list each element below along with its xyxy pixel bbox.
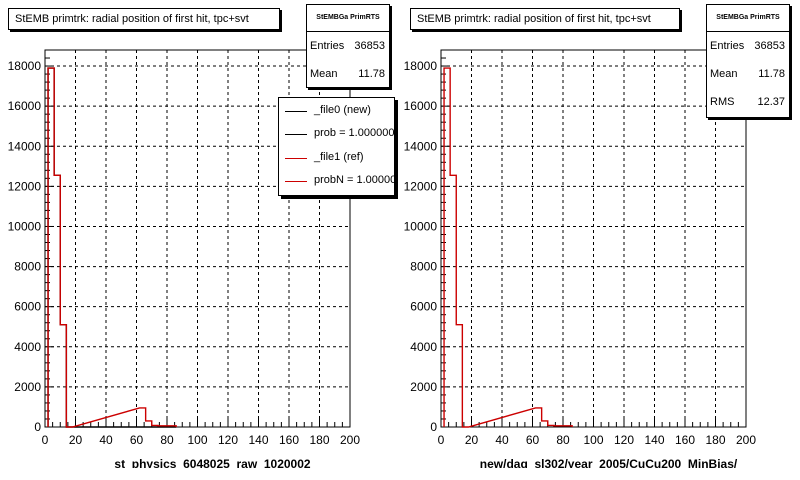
stats-rms-value: 12.37 xyxy=(757,96,785,108)
x-tick-label: 20 xyxy=(465,433,479,447)
y-tick-label: 6000 xyxy=(14,300,41,314)
y-tick-label: 18000 xyxy=(8,59,42,73)
histogram-series-line xyxy=(47,67,177,428)
histogram-panel-right: 0 20 40 60 80 100 120 140 160 180 200 0 2000 4000 6000… xyxy=(396,0,791,471)
y-tick-label: 16000 xyxy=(404,99,438,113)
x-tick-label: 180 xyxy=(309,433,329,447)
stats-entries-value: 36853 xyxy=(754,40,785,52)
stats-entries-right: Entries 36853 xyxy=(707,32,789,60)
x-axis-label: st_physics_6048025_raw_1020002 xyxy=(114,457,310,468)
x-tick-label: 160 xyxy=(675,433,695,447)
y-tick-label: 4000 xyxy=(410,340,437,354)
plot-title-text-right: StEMB primtrk: radial position of first … xyxy=(417,13,651,25)
x-axis-label: new/daq_sl302/year_2005/CuCu200_MinBias/ xyxy=(480,457,738,468)
stats-entries-left: Entries 36853 xyxy=(307,32,389,60)
legend-entry-file0: _file0 (new) xyxy=(279,100,394,122)
x-tick-label: 100 xyxy=(187,433,207,447)
y-tick-label: 18000 xyxy=(404,59,438,73)
stats-box-right: StEMBGa PrimRTS Entries 36853 Mean 11.78… xyxy=(706,4,790,118)
x-tick-label: 80 xyxy=(160,433,174,447)
histogram-bin xyxy=(54,175,60,427)
legend-label-probn: probN = 1.000000 xyxy=(314,174,395,186)
x-tick-label: 0 xyxy=(42,433,49,447)
legend-box: _file0 (new) prob = 1.000000 _file1 (ref… xyxy=(278,97,395,196)
stats-rms-right: RMS 12.37 xyxy=(707,88,789,116)
y-tick-label: 0 xyxy=(430,420,437,434)
stats-mean-value: 11.78 xyxy=(758,68,785,80)
y-tick-label: 4000 xyxy=(14,340,41,354)
y-tick-label: 12000 xyxy=(404,179,438,193)
stats-rms-label: RMS xyxy=(710,96,735,108)
x-tick-label: 40 xyxy=(495,433,509,447)
histogram-bin xyxy=(60,325,66,427)
x-tick-label: 180 xyxy=(705,433,725,447)
legend-label-file0: _file0 (new) xyxy=(314,104,371,116)
x-tick-label: 80 xyxy=(556,433,570,447)
stats-name-right: StEMBGa PrimRTS xyxy=(707,5,789,32)
y-tick-label: 2000 xyxy=(14,380,41,394)
legend-entry-prob: prob = 1.000000 xyxy=(279,123,395,145)
x-tick-label: 100 xyxy=(583,433,603,447)
stats-mean-right: Mean 11.78 xyxy=(707,60,789,88)
histogram-bin xyxy=(450,175,456,427)
stats-box-left: StEMBGa PrimRTS Entries 36853 Mean 11.78 xyxy=(306,4,390,88)
stats-mean-label: Mean xyxy=(310,68,338,80)
x-tick-label: 140 xyxy=(248,433,268,447)
plot-title-text-left: StEMB primtrk: radial position of first … xyxy=(15,13,249,25)
y-tick-label: 14000 xyxy=(404,139,438,153)
x-tick-label: 60 xyxy=(526,433,540,447)
plot-title-left: StEMB primtrk: radial position of first … xyxy=(8,8,280,30)
histogram-bin xyxy=(140,408,146,427)
y-tick-label: 8000 xyxy=(410,260,437,274)
y-tick-label: 14000 xyxy=(8,139,42,153)
legend-line-red xyxy=(285,158,307,159)
stats-entries-value: 36853 xyxy=(354,40,385,52)
histogram-bin xyxy=(456,325,462,427)
histogram-bin xyxy=(60,325,66,427)
y-tick-label: 2000 xyxy=(410,380,437,394)
stats-mean-label: Mean xyxy=(710,68,738,80)
stats-entries-label: Entries xyxy=(310,40,345,52)
x-tick-label: 120 xyxy=(614,433,634,447)
x-tick-label: 60 xyxy=(130,433,144,447)
histogram-bin xyxy=(536,408,542,427)
y-tick-label: 8000 xyxy=(14,260,41,274)
legend-entry-file1: _file1 (ref) xyxy=(279,147,394,169)
legend-line-black xyxy=(285,111,307,112)
plot-title-right: StEMB primtrk: radial position of first … xyxy=(410,8,680,30)
x-tick-label: 140 xyxy=(644,433,664,447)
histogram-plot-right: 0 20 40 60 80 100 120 140 160 180 2000200040006000… xyxy=(404,49,756,471)
legend-line-red xyxy=(285,181,307,182)
x-tick-label: 200 xyxy=(736,433,756,447)
histogram-bin xyxy=(542,421,548,427)
histogram-bin xyxy=(146,421,152,427)
legend-label-file1: _file1 (ref) xyxy=(314,151,364,163)
stats-name-left: StEMBGa PrimRTS xyxy=(307,5,389,32)
stats-mean-left: Mean 11.78 xyxy=(307,60,389,88)
y-tick-label: 12000 xyxy=(8,179,42,193)
histogram-series-line xyxy=(47,67,177,428)
y-tick-label: 10000 xyxy=(8,219,42,233)
x-tick-label: 20 xyxy=(69,433,83,447)
y-tick-label: 6000 xyxy=(410,300,437,314)
y-tick-label: 0 xyxy=(34,420,41,434)
x-tick-label: 0 xyxy=(438,433,445,447)
y-tick-label: 10000 xyxy=(404,219,438,233)
histogram-panel-left: 0 20 40 60 80 100 120 140 160 180 200 0 2000 4000 6000… xyxy=(0,0,395,471)
stats-entries-label: Entries xyxy=(710,40,745,52)
histogram-series-line xyxy=(443,67,573,428)
y-tick-label: 16000 xyxy=(8,99,42,113)
legend-label-prob: prob = 1.000000 xyxy=(314,127,395,139)
x-tick-label: 160 xyxy=(279,433,299,447)
x-tick-label: 40 xyxy=(99,433,113,447)
x-tick-label: 120 xyxy=(218,433,238,447)
legend-entry-probn: probN = 1.000000 xyxy=(279,170,395,192)
stats-mean-value: 11.78 xyxy=(358,68,385,80)
histogram-bin xyxy=(54,175,60,427)
histogram-plot-left: 0 20 40 60 80 100 120 140 160 180 2000200040006000… xyxy=(8,49,360,471)
x-tick-label: 200 xyxy=(340,433,360,447)
legend-line-black xyxy=(285,134,307,135)
